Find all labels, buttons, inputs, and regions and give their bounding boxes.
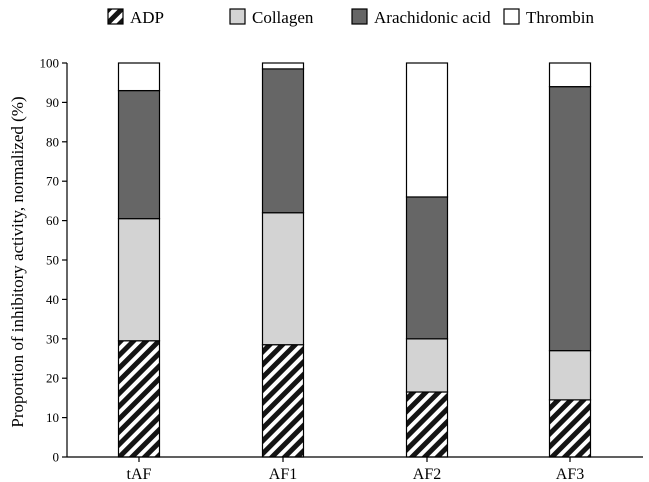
x-tick-label-af2: AF2 <box>413 466 441 482</box>
y-tick-label: 40 <box>46 292 59 307</box>
x-tick-label-af3: AF3 <box>556 466 584 482</box>
y-axis-title: Proportion of inhibitory activity, norma… <box>8 96 27 427</box>
bar-segment-af2-adp <box>405 391 449 458</box>
y-tick-label: 0 <box>53 450 60 465</box>
bar-segment-af3-collagen <box>548 350 592 401</box>
x-tick-label-taf: tAF <box>127 466 152 482</box>
bar-segment-af2-collagen <box>405 338 449 393</box>
legend: ADP Collagen Arachidonic acid Thrombin <box>107 8 594 27</box>
x-tick-label-af1: AF1 <box>269 466 297 482</box>
plot-area: 0 10 20 30 40 50 60 70 80 90 100 tAF AF1 AF2 AF3 <box>40 56 643 482</box>
bar-segment-taf-thrombin <box>117 62 161 92</box>
bar-segment-af3-arachidonic-acid <box>548 86 592 352</box>
bar-segment-af3-adp <box>548 399 592 458</box>
legend-label-adp: ADP <box>130 8 164 27</box>
y-tick-label: 70 <box>46 174 59 189</box>
y-tick-label: 30 <box>46 331 59 346</box>
bar-segment-af1-collagen <box>261 212 305 346</box>
y-tick-label: 50 <box>46 253 59 268</box>
axes: 0 10 20 30 40 50 60 70 80 90 100 tAF AF1 AF2 AF3 <box>40 56 643 482</box>
bars <box>117 62 592 458</box>
bar-segment-af1-arachidonic-acid <box>261 68 305 214</box>
bar-segment-af2-arachidonic-acid <box>405 196 449 340</box>
legend-label-thrombin: Thrombin <box>526 8 594 27</box>
bar-segment-af2-thrombin <box>405 62 449 198</box>
y-tick-label: 10 <box>46 410 59 425</box>
legend-swatch-adp <box>107 8 124 25</box>
legend-label-collagen: Collagen <box>252 8 314 27</box>
y-tick-label: 100 <box>40 56 60 71</box>
bar-segment-af3-thrombin <box>548 62 592 88</box>
bar-segment-af1-thrombin <box>261 62 305 70</box>
legend-swatch-collagen <box>229 8 246 25</box>
bar-segment-taf-arachidonic-acid <box>117 89 161 220</box>
legend-label-arachidonic-acid: Arachidonic acid <box>374 8 491 27</box>
bar-segment-af1-adp <box>261 344 305 458</box>
y-tick-label: 80 <box>46 134 59 149</box>
bar-segment-taf-adp <box>117 340 161 458</box>
y-tick-label: 20 <box>46 371 59 386</box>
y-tick-label: 60 <box>46 213 59 228</box>
legend-swatch-thrombin <box>503 8 520 25</box>
bar-segment-taf-collagen <box>117 218 161 342</box>
y-tick-label: 90 <box>46 95 59 110</box>
legend-swatch-arachidonic-acid <box>351 8 368 25</box>
